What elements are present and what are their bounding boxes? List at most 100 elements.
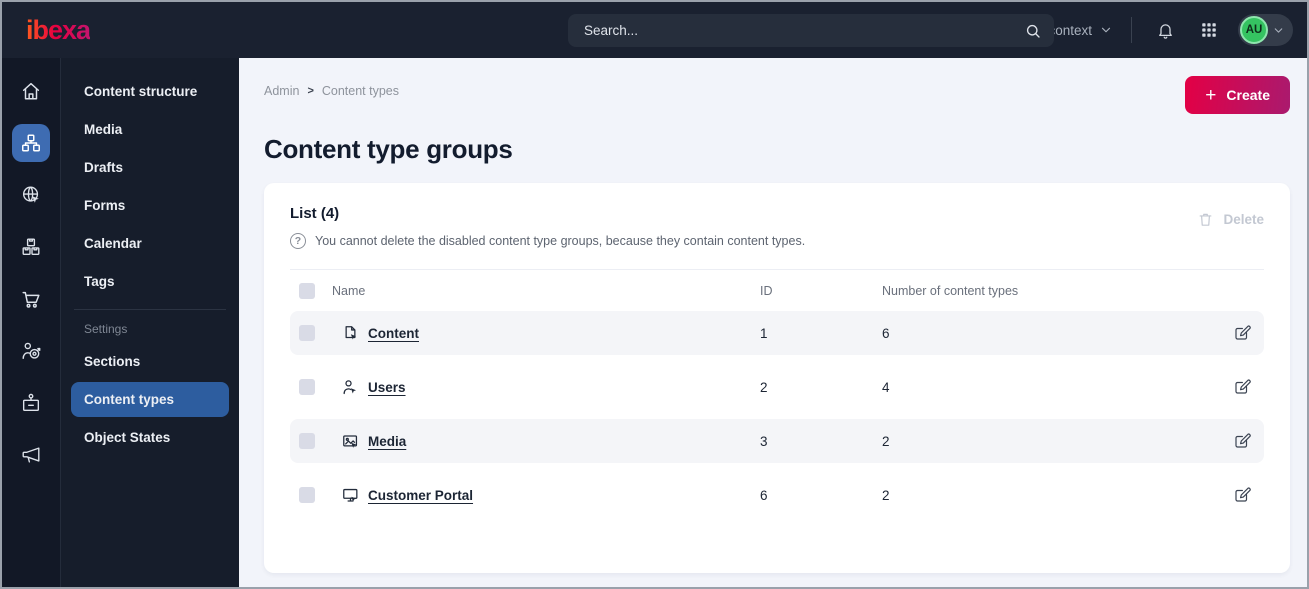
group-link[interactable]: Content xyxy=(368,325,419,341)
icon-rail xyxy=(2,58,60,587)
search-input[interactable] xyxy=(568,23,1024,38)
help-text: You cannot delete the disabled content t… xyxy=(315,234,806,248)
sidebar-item-content-types[interactable]: Content types xyxy=(71,382,229,417)
group-id: 1 xyxy=(760,325,768,341)
row-checkbox[interactable] xyxy=(299,325,315,341)
user-icon xyxy=(332,378,368,397)
user-menu[interactable]: AU xyxy=(1238,14,1293,46)
cart-icon xyxy=(20,288,42,310)
notifications-button[interactable] xyxy=(1150,15,1180,45)
breadcrumb: Admin > Content types xyxy=(264,84,399,98)
column-header-id: ID xyxy=(760,283,773,298)
main-header: Admin > Content types + Create xyxy=(264,76,1290,114)
group-link[interactable]: Media xyxy=(368,433,407,449)
rail-item-campaigns[interactable] xyxy=(12,436,50,474)
rail-item-products[interactable] xyxy=(12,228,50,266)
main-content: Admin > Content types + Create Content t… xyxy=(239,58,1307,587)
products-boxes-icon xyxy=(20,236,42,258)
group-count: 2 xyxy=(882,433,890,449)
rail-item-site[interactable] xyxy=(12,176,50,214)
group-link[interactable]: Users xyxy=(368,379,406,395)
bell-icon xyxy=(1156,21,1175,40)
edit-button[interactable] xyxy=(1220,324,1264,342)
content-type-groups-table: Name ID Number of content types Content … xyxy=(290,269,1264,517)
topbar-center xyxy=(239,2,1054,58)
sidebar-item-sections[interactable]: Sections xyxy=(84,354,141,369)
avatar-chevron-icon xyxy=(1272,24,1285,37)
site-search-globe-icon xyxy=(20,184,42,206)
edit-button[interactable] xyxy=(1220,432,1264,450)
group-count: 4 xyxy=(882,379,890,395)
global-search[interactable] xyxy=(568,14,1054,47)
group-count: 2 xyxy=(882,487,890,503)
top-bar: ibexa Site: All context xyxy=(2,2,1307,58)
column-header-name: Name xyxy=(332,283,366,298)
topbar-divider xyxy=(1131,17,1132,43)
content-type-groups-card: List (4) ? You cannot delete the disable… xyxy=(264,183,1290,573)
sidebar-item-content-structure[interactable]: Content structure xyxy=(84,84,198,99)
group-id: 6 xyxy=(760,487,768,503)
rail-item-personalization[interactable] xyxy=(12,332,50,370)
info-row: ? You cannot delete the disabled content… xyxy=(290,233,805,249)
page-title: Content type groups xyxy=(264,134,513,164)
edit-button[interactable] xyxy=(1220,378,1264,396)
table-row: Customer Portal 6 2 xyxy=(290,473,1264,517)
logo-area: ibexa xyxy=(2,15,239,46)
create-button-label: Create xyxy=(1226,87,1270,103)
sidebar-section-settings: Settings xyxy=(84,322,128,336)
avatar: AU xyxy=(1240,16,1268,44)
list-title: List (4) xyxy=(290,205,340,222)
search-icon[interactable] xyxy=(1024,22,1042,40)
delete-button-label: Delete xyxy=(1223,212,1264,227)
sidebar-divider xyxy=(74,309,226,310)
app-grid-icon xyxy=(1200,21,1218,39)
home-icon xyxy=(20,80,42,102)
ibexa-logo[interactable]: ibexa xyxy=(26,14,91,45)
breadcrumb-admin[interactable]: Admin xyxy=(264,84,300,98)
app-switcher-button[interactable] xyxy=(1194,15,1224,45)
table-header-row: Name ID Number of content types xyxy=(290,269,1264,311)
rail-item-workflow[interactable] xyxy=(12,384,50,422)
image-icon xyxy=(332,432,368,451)
app-shell: Content structure Media Drafts Forms Cal… xyxy=(2,58,1307,587)
trash-icon xyxy=(1197,211,1214,228)
sidebar-item-object-states[interactable]: Object States xyxy=(84,430,171,445)
group-count: 6 xyxy=(882,325,890,341)
group-link[interactable]: Customer Portal xyxy=(368,487,474,503)
plus-icon: + xyxy=(1205,84,1217,106)
personalization-target-icon xyxy=(20,340,42,362)
chevron-down-icon xyxy=(1099,23,1113,37)
column-header-count: Number of content types xyxy=(882,283,1019,298)
sidebar-item-calendar[interactable]: Calendar xyxy=(84,236,142,251)
megaphone-icon xyxy=(20,444,42,466)
monitor-icon xyxy=(332,486,368,505)
sidebar-item-drafts[interactable]: Drafts xyxy=(84,160,124,175)
card-header: List (4) ? You cannot delete the disable… xyxy=(290,205,1264,249)
help-icon: ? xyxy=(290,233,306,249)
sidebar-item-media[interactable]: Media xyxy=(84,122,123,137)
rail-item-dashboard[interactable] xyxy=(12,72,50,110)
sidebar-item-tags[interactable]: Tags xyxy=(84,274,115,289)
group-id: 3 xyxy=(760,433,768,449)
row-checkbox[interactable] xyxy=(299,379,315,395)
toolbox-icon xyxy=(20,392,42,414)
sidebar-item-forms[interactable]: Forms xyxy=(84,198,126,213)
file-icon xyxy=(332,324,368,343)
sitemap-icon xyxy=(20,132,42,154)
delete-button[interactable]: Delete xyxy=(1197,211,1264,228)
edit-button[interactable] xyxy=(1220,486,1264,504)
rail-item-commerce[interactable] xyxy=(12,280,50,318)
table-row: Users 2 4 xyxy=(290,365,1264,409)
row-checkbox[interactable] xyxy=(299,487,315,503)
breadcrumb-separator: > xyxy=(307,85,314,97)
card-header-left: List (4) ? You cannot delete the disable… xyxy=(290,205,805,249)
table-row: Content 1 6 xyxy=(290,311,1264,355)
rail-item-content[interactable] xyxy=(12,124,50,162)
create-button[interactable]: + Create xyxy=(1185,76,1290,114)
select-all-checkbox[interactable] xyxy=(299,282,315,299)
breadcrumb-current: Content types xyxy=(321,84,400,98)
sidebar: Content structure Media Drafts Forms Cal… xyxy=(60,58,239,587)
table-row: Media 3 2 xyxy=(290,419,1264,463)
row-checkbox[interactable] xyxy=(299,433,315,449)
